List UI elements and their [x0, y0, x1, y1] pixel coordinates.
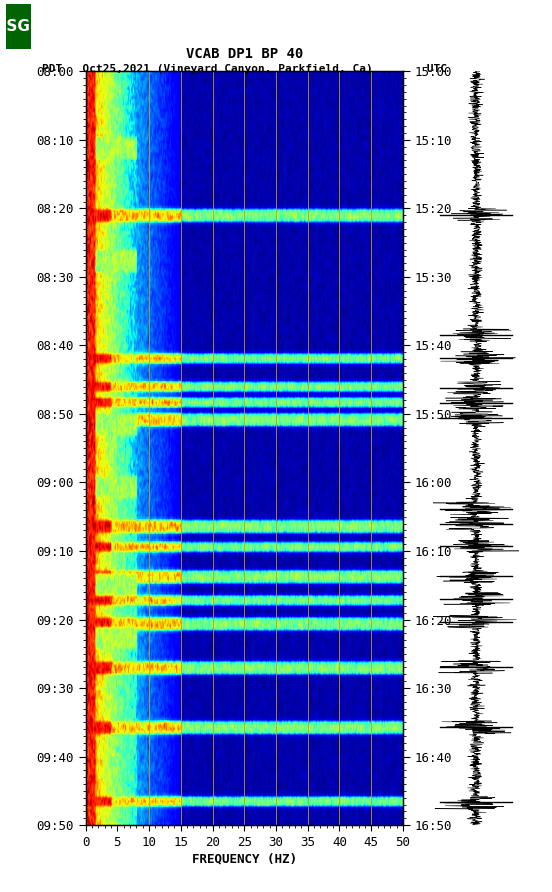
FancyBboxPatch shape [6, 4, 31, 49]
Text: PDT   Oct25,2021 (Vineyard Canyon, Parkfield, Ca)        UTC: PDT Oct25,2021 (Vineyard Canyon, Parkfie… [42, 63, 447, 74]
X-axis label: FREQUENCY (HZ): FREQUENCY (HZ) [192, 853, 297, 865]
Text: USGS: USGS [0, 20, 41, 34]
Text: VCAB DP1 BP 40: VCAB DP1 BP 40 [185, 47, 303, 61]
